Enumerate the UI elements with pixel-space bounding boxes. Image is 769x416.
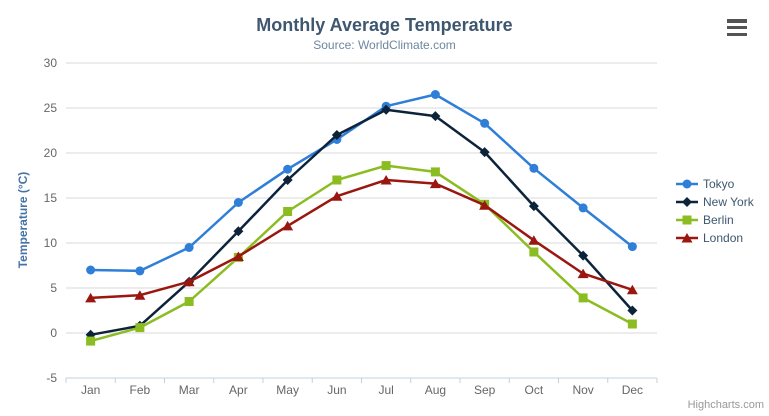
legend-item-berlin[interactable]: Berlin bbox=[676, 211, 754, 229]
x-axis-tick-label: May bbox=[276, 383, 299, 397]
series-point-berlin[interactable] bbox=[430, 167, 440, 177]
x-axis-tick-label: Oct bbox=[525, 383, 544, 397]
series-point-berlin[interactable] bbox=[578, 293, 588, 303]
series-point-tokyo[interactable] bbox=[135, 266, 145, 276]
series-point-new-york[interactable] bbox=[528, 201, 539, 212]
series-point-tokyo[interactable] bbox=[627, 242, 637, 252]
y-axis-tick-label: 10 bbox=[44, 236, 58, 250]
series-point-berlin[interactable] bbox=[283, 207, 293, 216]
series-point-tokyo[interactable] bbox=[578, 203, 588, 213]
series-point-tokyo[interactable] bbox=[430, 90, 440, 99]
y-axis-tick-label: 5 bbox=[50, 281, 57, 295]
series-point-new-york[interactable] bbox=[578, 250, 589, 261]
series-point-new-york[interactable] bbox=[331, 130, 342, 140]
series-point-berlin[interactable] bbox=[135, 323, 145, 333]
x-axis-tick-label: Jan bbox=[81, 383, 100, 397]
series-line-new-york[interactable] bbox=[89, 108, 634, 337]
series-point-london[interactable] bbox=[183, 276, 195, 287]
x-axis-tick-label: Nov bbox=[572, 383, 593, 397]
series-point-london[interactable] bbox=[134, 290, 146, 300]
series-point-tokyo[interactable] bbox=[480, 118, 490, 128]
series-point-berlin[interactable] bbox=[184, 297, 194, 306]
series-point-new-york[interactable] bbox=[381, 104, 392, 115]
series-point-london[interactable] bbox=[232, 251, 244, 262]
series-point-tokyo[interactable] bbox=[233, 198, 243, 207]
y-axis-tick-label: 0 bbox=[50, 326, 57, 340]
legend-label: London bbox=[703, 231, 744, 245]
series-point-tokyo[interactable] bbox=[86, 265, 96, 275]
x-axis-tick-label: Apr bbox=[229, 383, 248, 397]
legend-marker-symbol bbox=[682, 197, 692, 207]
series-point-tokyo[interactable] bbox=[529, 163, 539, 173]
series-point-berlin[interactable] bbox=[332, 175, 342, 185]
series-point-london[interactable] bbox=[479, 200, 491, 210]
x-axis-tick-label: Aug bbox=[425, 383, 446, 397]
series-line-berlin[interactable] bbox=[89, 164, 634, 343]
series-point-tokyo[interactable] bbox=[184, 243, 194, 252]
series-point-london[interactable] bbox=[429, 178, 441, 189]
legend-marker-symbol bbox=[682, 215, 692, 225]
export-menu-button[interactable] bbox=[727, 19, 749, 36]
legend-marker-symbol bbox=[681, 233, 693, 243]
series-point-tokyo[interactable] bbox=[283, 164, 293, 174]
series-point-london[interactable] bbox=[282, 220, 294, 231]
series-point-london[interactable] bbox=[528, 235, 540, 245]
x-axis-tick-label: Sep bbox=[474, 383, 496, 397]
series-point-berlin[interactable] bbox=[86, 336, 96, 346]
y-axis-tick-label: 15 bbox=[44, 191, 58, 205]
series-point-berlin[interactable] bbox=[529, 247, 539, 257]
series-point-london[interactable] bbox=[577, 268, 589, 279]
y-axis-tick-label: 25 bbox=[44, 101, 58, 115]
x-axis-tick-label: Dec bbox=[622, 383, 643, 397]
series-point-london[interactable] bbox=[85, 292, 97, 303]
legend-marker-icon bbox=[676, 215, 698, 225]
series-point-new-york[interactable] bbox=[479, 147, 490, 158]
series-line-tokyo[interactable] bbox=[89, 93, 634, 273]
x-axis-tick-label: Feb bbox=[130, 383, 151, 397]
legend-label: Berlin bbox=[703, 213, 734, 227]
legend-item-new-york[interactable]: New York bbox=[676, 193, 754, 211]
legend-marker-icon bbox=[676, 197, 698, 207]
legend-marker-icon bbox=[676, 233, 698, 243]
series-point-berlin[interactable] bbox=[627, 319, 637, 329]
legend-marker-symbol bbox=[682, 179, 692, 189]
legend-marker-icon bbox=[676, 179, 698, 189]
series-point-berlin[interactable] bbox=[381, 161, 391, 171]
x-axis-tick-label: Jun bbox=[327, 383, 346, 397]
series-point-new-york[interactable] bbox=[627, 305, 638, 316]
series-point-new-york[interactable] bbox=[282, 175, 293, 185]
y-axis-tick-label: -5 bbox=[46, 371, 57, 385]
legend-item-london[interactable]: London bbox=[676, 229, 754, 247]
series-point-new-york[interactable] bbox=[233, 226, 244, 237]
series-point-london[interactable] bbox=[380, 175, 392, 185]
hamburger-icon bbox=[727, 32, 747, 36]
chart-subtitle: Source: WorldClimate.com bbox=[313, 38, 456, 52]
y-axis-tick-label: 20 bbox=[44, 146, 58, 160]
series-line-london[interactable] bbox=[89, 178, 634, 300]
series-point-london[interactable] bbox=[331, 191, 343, 201]
legend: Tokyo New York Berlin London bbox=[676, 175, 754, 247]
y-axis-tick-label: 30 bbox=[44, 56, 58, 70]
hamburger-icon bbox=[727, 19, 747, 23]
legend-item-tokyo[interactable]: Tokyo bbox=[676, 175, 754, 193]
series-point-new-york[interactable] bbox=[430, 111, 441, 122]
hamburger-icon bbox=[727, 25, 747, 30]
highcharts-credit[interactable]: Highcharts.com bbox=[687, 399, 764, 411]
chart-title: Monthly Average Temperature bbox=[256, 15, 513, 35]
series-point-london[interactable] bbox=[626, 284, 638, 295]
legend-label: New York bbox=[703, 195, 754, 209]
x-axis-tick-label: Jul bbox=[378, 383, 393, 397]
x-axis-tick-label: Mar bbox=[179, 383, 200, 397]
legend-label: Tokyo bbox=[703, 177, 735, 191]
